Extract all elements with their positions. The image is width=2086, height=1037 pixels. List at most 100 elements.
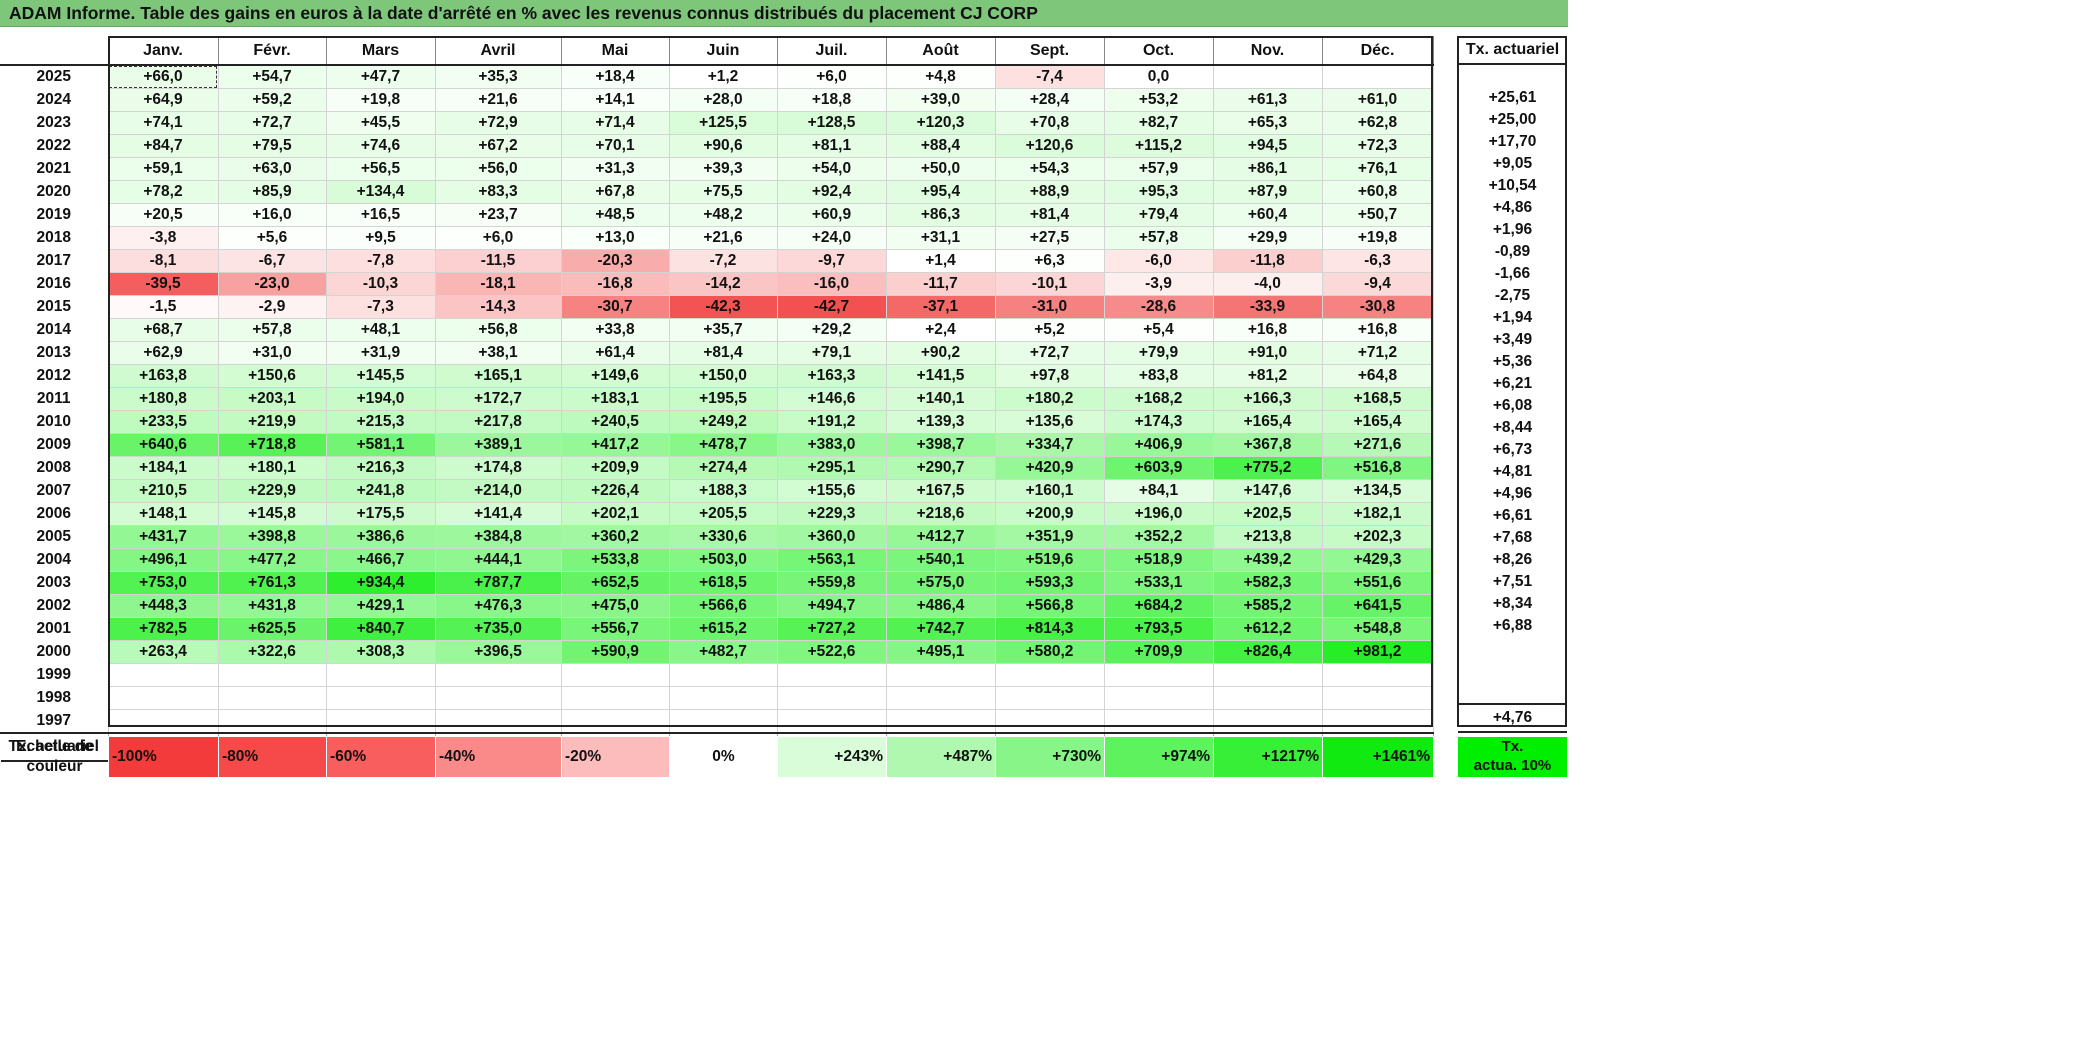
gain-cell: +742,7 [885,617,996,641]
gain-cell: +57,8 [217,318,327,342]
year-label: 2005 [36,528,71,545]
gain-cell [560,709,670,734]
gain-cell: +429,3 [1321,548,1434,572]
act-header: Tx. actuariel [1458,36,1567,65]
year-label: 2012 [36,367,71,384]
gain-cell: +444,1 [434,548,562,572]
gains-table: Janv. Févr. Mars Avril Mai Juin Juil. Août Sept.… [0,36,1434,762]
gain-cell: +793,5 [1103,617,1214,641]
gain-cell: +9,5 [325,226,436,250]
gain-cell [1212,663,1323,687]
gain-cell: +2,4 [885,318,996,342]
month-header: Janv. [107,36,219,66]
gain-cell: +217,8 [434,410,562,434]
gain-cell: +563,1 [776,548,887,572]
gain-cell: +97,8 [994,364,1105,388]
year-label: 2003 [36,574,71,591]
year-label: 2000 [36,643,71,660]
gain-cell [1212,686,1323,710]
gain-cell: +249,2 [668,410,778,434]
gain-cell: +86,1 [1212,157,1323,181]
gain-cell: +13,0 [560,226,670,250]
act-cell: +8,34 [1492,595,1533,612]
gain-cell: -10,3 [325,272,436,296]
table-row: 2005 +431,7 +398,8 +386,6 +384,8 +360,2 +330,6… [0,525,1434,549]
gain-cell: +39,3 [668,157,778,181]
gain-cell: +39,0 [885,88,996,112]
gain-cell: -31,0 [994,295,1105,319]
gain-cell: +625,5 [217,617,327,641]
gain-cell: +165,1 [434,364,562,388]
gain-cell: +120,6 [994,134,1105,158]
gain-cell: +150,0 [668,364,778,388]
gain-cell: +503,0 [668,548,778,572]
year-label: 2009 [36,436,71,453]
year-label: 2022 [36,137,71,154]
gain-cell: +163,8 [107,364,219,388]
year-label: 2018 [36,229,71,246]
gain-cell: +76,1 [1321,157,1434,181]
gain-cell: +615,2 [668,617,778,641]
gain-cell: +79,4 [1103,203,1214,227]
gain-cell: +593,3 [994,571,1105,595]
gain-cell: +417,2 [560,433,670,457]
gain-cell: +74,1 [107,111,219,135]
gain-cell: +360,2 [560,525,670,549]
gain-cell: +233,5 [107,410,219,434]
gain-cell [1212,64,1323,89]
gain-cell: +386,6 [325,525,436,549]
color-scale-legend: Echelle de couleur -100% -80% -60% -40% -20%… [0,736,1434,778]
gain-cell: +54,3 [994,157,1105,181]
gain-cell: +352,2 [1103,525,1214,549]
gain-cell: +60,9 [776,203,887,227]
act-cell [1458,659,1567,681]
gain-cell: +575,0 [885,571,996,595]
gain-cell: +518,9 [1103,548,1214,572]
gain-cell: +61,4 [560,341,670,365]
gain-cell: +210,5 [107,479,219,503]
gain-cell: +83,3 [434,180,562,204]
gain-cell: +205,5 [668,502,778,526]
act-cell: +4,81 [1492,463,1533,480]
gain-cell: +652,5 [560,571,670,595]
gain-cell: +5,4 [1103,318,1214,342]
act-cell: +6,88 [1492,617,1533,634]
gain-cell: -28,6 [1103,295,1214,319]
gain-cell: +274,4 [668,456,778,480]
gain-cell: +48,5 [560,203,670,227]
gain-cell: +826,4 [1212,640,1323,664]
gain-cell: -11,5 [434,249,562,273]
gain-cell: +166,3 [1212,387,1323,411]
gain-cell: -11,8 [1212,249,1323,273]
gain-cell: -2,9 [217,295,327,319]
gain-cell: +519,6 [994,548,1105,572]
gain-cell: +556,7 [560,617,670,641]
gain-cell: +72,7 [994,341,1105,365]
gain-cell: +431,7 [107,525,219,549]
gain-cell: +92,4 [776,180,887,204]
gain-cell [885,709,996,734]
gain-cell: +603,9 [1103,456,1214,480]
gain-cell: -6,0 [1103,249,1214,273]
gain-cell: -4,0 [1212,272,1323,296]
year-label: 2014 [36,321,71,338]
table-row: 2023 +74,1 +72,7 +45,5 +72,9 +71,4 +125,5 +128,… [0,111,1434,135]
table-row: 2006 +148,1 +145,8 +175,5 +141,4 +202,1 +205,5… [0,502,1434,526]
act-cell: +8,26 [1492,551,1533,568]
gain-cell: +727,2 [776,617,887,641]
gain-cell: +495,1 [885,640,996,664]
gain-cell: +4,8 [885,64,996,89]
gain-cell: +168,2 [1103,387,1214,411]
gain-cell: +6,0 [776,64,887,89]
gain-cell: +71,4 [560,111,670,135]
gain-cell: +308,3 [325,640,436,664]
year-label: 2008 [36,459,71,476]
gain-cell: +35,3 [434,64,562,89]
month-header: Août [885,36,996,66]
gain-cell: +172,7 [434,387,562,411]
gain-cell: +533,8 [560,548,670,572]
gain-cell: +735,0 [434,617,562,641]
gain-cell: +466,7 [325,548,436,572]
gain-cell: +16,8 [1321,318,1434,342]
gain-cell: +23,7 [434,203,562,227]
